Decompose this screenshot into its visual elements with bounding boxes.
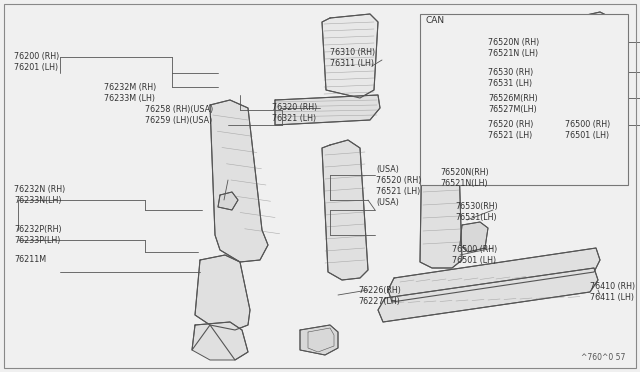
Polygon shape (498, 18, 534, 122)
Text: 76520 (RH)
76521 (LH): 76520 (RH) 76521 (LH) (488, 120, 533, 140)
Text: CAN: CAN (425, 16, 444, 25)
Text: 76232P(RH)
76233P(LH): 76232P(RH) 76233P(LH) (14, 225, 61, 245)
Polygon shape (532, 77, 558, 110)
Text: 76232N (RH)
76233N(LH): 76232N (RH) 76233N(LH) (14, 185, 65, 205)
Text: 76500 (RH)
76501 (LH): 76500 (RH) 76501 (LH) (452, 245, 497, 265)
Text: 76530(RH)
76531(LH): 76530(RH) 76531(LH) (455, 202, 498, 222)
Text: 76320 (RH)
76321 (LH): 76320 (RH) 76321 (LH) (272, 103, 317, 123)
Polygon shape (572, 12, 616, 158)
Text: 76232M (RH)
76233M (LH): 76232M (RH) 76233M (LH) (104, 83, 156, 103)
Polygon shape (378, 268, 598, 322)
Text: 76410 (RH)
76411 (LH): 76410 (RH) 76411 (LH) (590, 282, 635, 302)
Text: 76530 (RH)
76531 (LH): 76530 (RH) 76531 (LH) (488, 68, 533, 88)
Polygon shape (460, 222, 488, 252)
Text: 76258 (RH)(USA)
76259 (LH)(USA): 76258 (RH)(USA) 76259 (LH)(USA) (145, 105, 213, 125)
Polygon shape (420, 125, 462, 268)
Polygon shape (544, 115, 570, 145)
Text: 76211M: 76211M (14, 255, 46, 264)
Polygon shape (322, 14, 378, 98)
Text: 76500 (RH)
76501 (LH): 76500 (RH) 76501 (LH) (565, 120, 611, 140)
Text: 76520N(RH)
76521N(LH): 76520N(RH) 76521N(LH) (440, 168, 489, 188)
Polygon shape (300, 325, 338, 355)
Text: 76200 (RH)
76201 (LH): 76200 (RH) 76201 (LH) (14, 52, 60, 72)
Polygon shape (540, 105, 562, 130)
Polygon shape (275, 95, 380, 125)
Text: 76310 (RH)
76311 (LH): 76310 (RH) 76311 (LH) (330, 48, 375, 68)
Polygon shape (210, 100, 268, 262)
Polygon shape (322, 140, 368, 280)
Polygon shape (195, 255, 250, 330)
Bar (420, 14, 628, 185)
Text: ^760^0 57: ^760^0 57 (580, 353, 625, 362)
Text: 76226(RH)
76227(LH): 76226(RH) 76227(LH) (358, 286, 401, 306)
Polygon shape (218, 192, 238, 210)
Polygon shape (488, 115, 545, 148)
Text: 76526M(RH)
76527M(LH): 76526M(RH) 76527M(LH) (488, 94, 538, 114)
Text: 76520N (RH)
76521N (LH): 76520N (RH) 76521N (LH) (488, 38, 540, 58)
Polygon shape (388, 248, 600, 302)
Text: (USA)
76520 (RH)
76521 (LH)
(USA): (USA) 76520 (RH) 76521 (LH) (USA) (376, 165, 421, 207)
Polygon shape (192, 322, 248, 360)
